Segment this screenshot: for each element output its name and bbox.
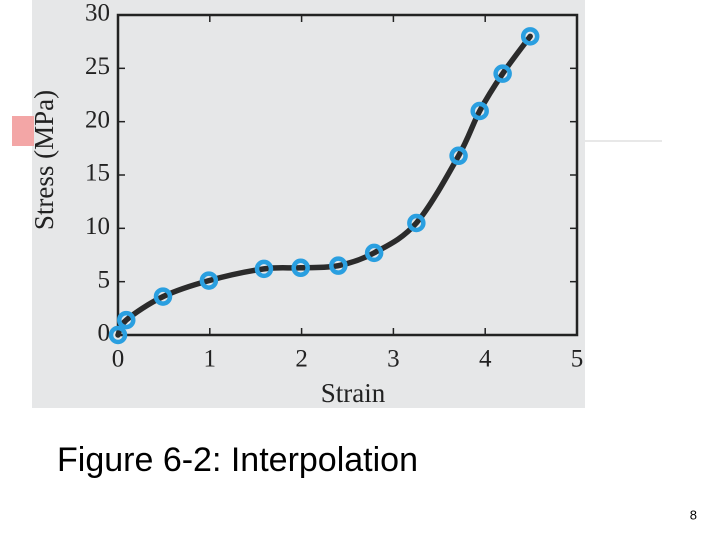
x-tick-label: 1 — [204, 346, 217, 373]
x-tick-label: 0 — [112, 346, 125, 373]
data-point — [449, 146, 468, 166]
data-point — [199, 271, 219, 290]
page-number: 8 — [690, 507, 697, 522]
y-axis-label: Stress (MPa) — [29, 90, 59, 230]
data-point — [364, 243, 384, 263]
data-point — [254, 259, 274, 279]
caption: Figure 6-2: Interpolation — [57, 441, 418, 479]
y-tick-label: 15 — [85, 160, 110, 187]
x-axis-label: Strain — [321, 378, 386, 408]
interpolation-curve — [115, 33, 533, 338]
y-tick-label: 20 — [85, 106, 110, 133]
slide-decoration — [12, 116, 34, 146]
y-tick-label: 10 — [85, 213, 110, 240]
data-point — [493, 64, 512, 83]
data-point — [520, 27, 540, 46]
x-tick-label: 5 — [571, 346, 584, 373]
x-tick-label: 4 — [479, 346, 492, 373]
y-tick-label: 25 — [85, 53, 110, 80]
x-tick-label: 3 — [387, 346, 400, 373]
data-point — [329, 256, 348, 275]
data-point — [470, 101, 489, 121]
data-point — [108, 325, 128, 345]
data-point — [117, 310, 136, 330]
y-tick-label: 0 — [98, 320, 111, 347]
y-tick-label: 30 — [85, 0, 110, 27]
y-tick-label: 5 — [98, 266, 111, 293]
data-point — [407, 213, 426, 233]
data-point — [291, 258, 310, 278]
x-tick-label: 2 — [295, 346, 308, 373]
data-point — [153, 287, 173, 306]
